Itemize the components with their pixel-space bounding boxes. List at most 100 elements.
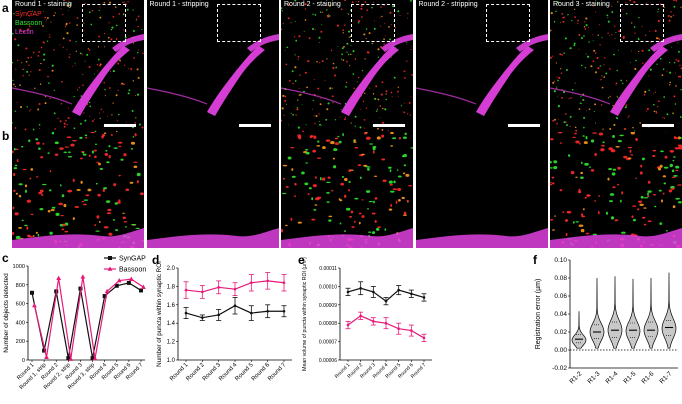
puncta-dot: [137, 25, 139, 28]
puncta-dot: [583, 26, 586, 28]
puncta-dot: [551, 182, 555, 185]
puncta-dot: [128, 35, 130, 37]
puncta-dot: [355, 1, 357, 3]
puncta-dot: [281, 28, 283, 31]
puncta-dot: [99, 112, 101, 114]
puncta-dot: [383, 43, 385, 45]
puncta-dot: [288, 79, 291, 82]
lectin-vessel-branch: [381, 34, 413, 52]
data-point: [359, 314, 362, 318]
puncta-dot: [88, 154, 91, 158]
puncta-dot: [406, 43, 408, 45]
puncta-dot: [14, 212, 19, 216]
puncta-dot: [629, 0, 632, 2]
puncta-dot: [55, 212, 60, 217]
puncta-dot: [116, 120, 118, 122]
puncta-dot: [291, 70, 294, 73]
puncta-dot: [354, 146, 359, 149]
puncta-dot: [286, 46, 289, 49]
puncta-dot: [662, 68, 665, 70]
puncta-dot: [352, 50, 355, 53]
puncta-dot: [361, 199, 364, 201]
puncta-dot: [123, 29, 125, 31]
puncta-dot: [38, 102, 41, 106]
puncta-dot: [597, 2, 599, 5]
puncta-dot: [608, 200, 614, 203]
puncta-dot: [642, 216, 646, 219]
puncta-dot: [16, 102, 18, 104]
puncta-dot: [49, 170, 52, 173]
puncta-dot: [410, 147, 413, 149]
puncta-dot: [647, 190, 652, 193]
puncta-dot: [94, 130, 97, 132]
puncta-dot: [671, 169, 675, 173]
puncta-dot: [284, 99, 287, 102]
puncta-dot: [314, 197, 320, 201]
puncta-dot: [14, 110, 17, 112]
puncta-dot: [313, 209, 317, 211]
puncta-dot: [314, 29, 316, 31]
puncta-dot: [554, 215, 556, 217]
puncta-dot: [327, 15, 330, 18]
puncta-dot: [24, 184, 28, 188]
puncta-dot: [675, 169, 679, 172]
puncta-dot: [648, 30, 651, 32]
puncta-dot: [98, 220, 101, 224]
puncta-dot: [32, 128, 35, 131]
puncta-dot: [662, 192, 665, 195]
puncta-dot: [663, 96, 666, 98]
puncta-dot: [304, 19, 307, 21]
puncta-dot: [77, 89, 79, 91]
puncta-dot: [334, 137, 339, 140]
lectin-capillary: [415, 87, 476, 105]
puncta-dot: [14, 38, 17, 41]
puncta-dot: [357, 21, 360, 24]
puncta-dot: [86, 53, 89, 56]
puncta-dot: [600, 104, 603, 106]
puncta-dot: [577, 19, 579, 22]
puncta-dot: [50, 21, 52, 23]
puncta-dot: [320, 30, 323, 33]
puncta-dot: [319, 177, 322, 181]
puncta-dot: [115, 38, 118, 40]
puncta-dot: [643, 93, 646, 96]
puncta-dot: [550, 29, 552, 32]
puncta-dot: [557, 118, 559, 120]
puncta-dot: [123, 221, 128, 223]
puncta-dot: [106, 212, 112, 215]
puncta-dot: [588, 26, 590, 28]
puncta-dot: [294, 0, 297, 2]
puncta-dot: [82, 74, 84, 76]
puncta-dot: [333, 165, 337, 169]
puncta-dot: [49, 33, 51, 35]
puncta-dot: [407, 201, 409, 203]
puncta-dot: [656, 63, 658, 65]
puncta-dot: [315, 114, 318, 118]
data-point: [78, 286, 83, 291]
data-point: [139, 288, 143, 293]
puncta-dot: [47, 210, 51, 213]
puncta-dot: [15, 68, 17, 70]
puncta-dot: [99, 6, 101, 8]
data-point: [250, 281, 253, 285]
data-point: [250, 311, 253, 315]
puncta-dot: [104, 152, 109, 156]
puncta-dot: [618, 30, 621, 33]
puncta-dot: [594, 103, 597, 106]
puncta-dot: [27, 234, 31, 238]
panel-label-f: f: [533, 253, 537, 267]
puncta-dot: [142, 52, 144, 55]
puncta-dot: [99, 64, 102, 67]
puncta-dot: [64, 230, 69, 233]
puncta-dot: [115, 229, 119, 232]
puncta-dot: [13, 13, 15, 15]
puncta-dot: [108, 22, 110, 24]
puncta-dot: [64, 25, 67, 28]
puncta-dot: [645, 110, 648, 112]
puncta-dot: [115, 94, 118, 97]
data-point: [92, 355, 98, 361]
puncta-dot: [15, 235, 21, 240]
puncta-dot: [635, 177, 638, 179]
puncta-dot: [405, 173, 410, 177]
puncta-dot: [319, 123, 321, 126]
